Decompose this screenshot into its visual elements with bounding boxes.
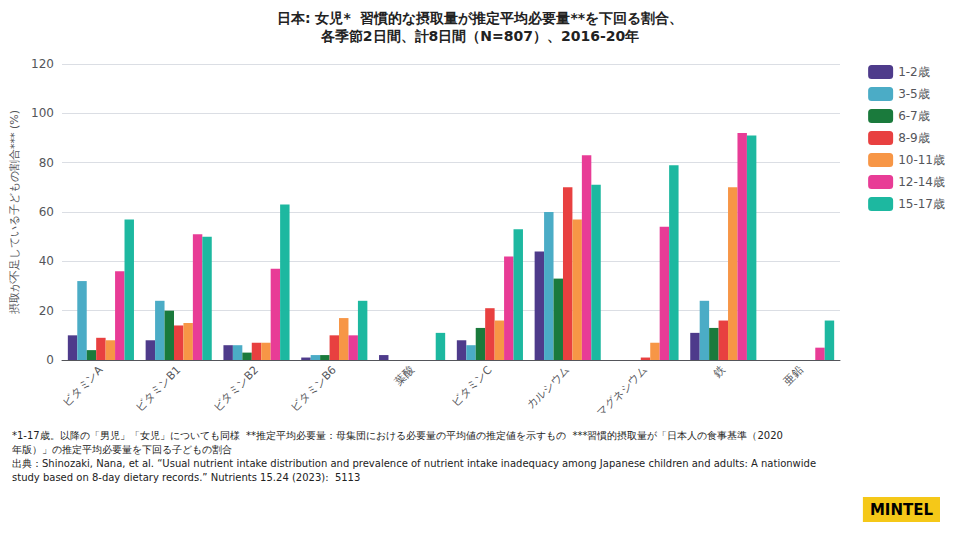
svg-text:0: 0 — [46, 353, 54, 367]
svg-text:日本: 女児* 習慣的な摂取量が推定平均必要量**を下回る: 日本: 女児* 習慣的な摂取量が推定平均必要量**を下回る割合、 — [277, 10, 683, 26]
svg-text:20: 20 — [39, 304, 54, 318]
svg-text:100: 100 — [31, 106, 54, 120]
svg-text:各季節2日間、計8日間（N=807）、2016-20年: 各季節2日間、計8日間（N=807）、2016-20年 — [320, 28, 639, 44]
svg-text:鉄: 鉄 — [711, 363, 728, 380]
svg-text:ビタミンB2: ビタミンB2 — [211, 363, 262, 414]
svg-text:MINTEL: MINTEL — [870, 501, 934, 519]
svg-text:摂取が不足している子どもの割合*** (%): 摂取が不足している子どもの割合*** (%) — [8, 110, 21, 314]
svg-text:12-14歳: 12-14歳 — [898, 175, 945, 189]
svg-text:10-11歳: 10-11歳 — [898, 153, 945, 167]
svg-text:15-17歳: 15-17歳 — [898, 197, 945, 211]
svg-text:*1-17歳。以降の「男児」「女児」についても同様 **推: *1-17歳。以降の「男児」「女児」についても同様 **推定平均必要量：母集団に… — [12, 430, 783, 441]
svg-text:ビタミンC: ビタミンC — [449, 363, 495, 409]
svg-text:study based on 8-day dietary r: study based on 8-day dietary records.” N… — [12, 472, 360, 483]
svg-text:ビタミンB6: ビタミンB6 — [288, 363, 339, 414]
svg-text:8-9歳: 8-9歳 — [898, 131, 930, 145]
svg-text:80: 80 — [39, 156, 54, 170]
svg-text:ビタミンB1: ビタミンB1 — [133, 363, 184, 414]
svg-text:カルシウム: カルシウム — [524, 363, 572, 411]
svg-text:120: 120 — [31, 57, 54, 71]
svg-text:マグネシウム: マグネシウム — [594, 363, 650, 419]
svg-text:葉酸: 葉酸 — [392, 363, 417, 388]
svg-text:6-7歳: 6-7歳 — [898, 109, 930, 123]
svg-text:40: 40 — [39, 254, 54, 268]
svg-text:出典：Shinozaki, Nana, et al. “Us: 出典：Shinozaki, Nana, et al. “Usual nutrie… — [12, 458, 816, 469]
svg-text:60: 60 — [39, 205, 54, 219]
svg-text:年版）」の推定平均必要量を下回る子どもの割合: 年版）」の推定平均必要量を下回る子どもの割合 — [12, 444, 232, 455]
svg-text:1-2歳: 1-2歳 — [898, 65, 930, 79]
svg-text:ビタミンA: ビタミンA — [60, 363, 106, 409]
svg-text:3-5歳: 3-5歳 — [898, 87, 930, 101]
svg-text:亜鉛: 亜鉛 — [781, 363, 806, 388]
